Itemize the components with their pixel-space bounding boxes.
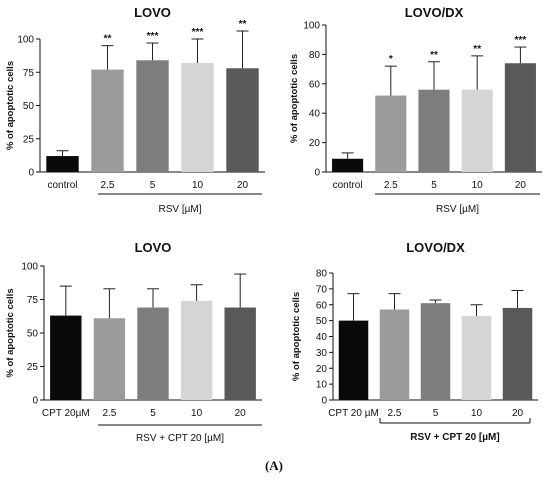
y-tick-label: 0 [321, 396, 327, 407]
significance-label: ** [430, 50, 438, 61]
y-tick-label: 0 [32, 396, 38, 407]
y-axis-label: % of apoptotic cells [5, 61, 16, 150]
y-tick-label: 80 [316, 269, 328, 280]
chart-title: LOVO [135, 240, 172, 255]
significance-label: ** [104, 34, 112, 45]
chart-lovodx-rsv-cpt: LOVO/DX % of apoptotic cells 0 10 20 30 40 50 60… [291, 240, 538, 443]
y-tick-label: 40 [309, 109, 321, 120]
y-axis-label: % of apoptotic cells [291, 292, 302, 381]
y-tick-label: 20 [316, 364, 328, 375]
chart-title: LOVO/DX [405, 5, 464, 20]
bar [502, 307, 533, 400]
y-tick-label: 70 [316, 284, 328, 295]
x-tick-label: control [47, 180, 77, 191]
chart-lovo-rsv-cpt: LOVO % of apoptotic cells 0 25 50 75 100 CPT 20… [5, 240, 262, 444]
group-label: RSV [µM] [436, 204, 479, 215]
x-tick-label: 5 [433, 408, 439, 419]
significance-label: * [389, 54, 393, 65]
figure-caption: (A) [265, 458, 283, 473]
y-axis-label: % of apoptotic cells [5, 288, 16, 377]
significance-label: *** [515, 35, 527, 46]
x-tick-label: 20 [235, 408, 247, 419]
group-label: RSV [µM] [159, 204, 202, 215]
bar [418, 89, 450, 172]
chart-lovo-rsv: LOVO % of apoptotic cells 0 25 50 75 100 contro… [5, 5, 265, 215]
bar [181, 62, 214, 172]
x-tick-label: 5 [150, 408, 156, 419]
y-tick-label: 100 [17, 35, 34, 46]
x-tick-label: 20 [515, 180, 527, 191]
bar [226, 68, 259, 172]
x-tick-label: 2.5 [388, 408, 402, 419]
bar [504, 63, 536, 172]
bar [137, 307, 169, 400]
y-tick-label: 30 [316, 348, 328, 359]
y-tick-label: 100 [303, 21, 320, 32]
y-tick-label: 50 [27, 329, 39, 340]
x-tick-label: 10 [192, 180, 204, 191]
group-label: RSV + CPT 20 [µM] [136, 433, 224, 444]
bar [136, 60, 169, 172]
y-tick-label: 0 [28, 168, 34, 179]
y-tick-label: 100 [21, 262, 38, 273]
y-tick-label: 10 [316, 380, 328, 391]
y-tick-label: 80 [309, 50, 321, 61]
y-tick-label: 75 [23, 68, 35, 79]
y-tick-label: 25 [23, 134, 35, 145]
x-tick-label: CPT 20µM [42, 408, 90, 419]
bar [224, 307, 256, 400]
y-tick-label: 50 [316, 316, 328, 327]
x-tick-label: 10 [472, 180, 484, 191]
bar [375, 95, 407, 172]
bar [93, 318, 126, 400]
x-tick-label: 20 [237, 180, 249, 191]
y-tick-label: 60 [309, 79, 321, 90]
x-tick-label: 2.5 [101, 180, 115, 191]
bar [180, 300, 213, 400]
x-tick-label: 20 [512, 408, 524, 419]
x-tick-label: 5 [431, 180, 437, 191]
y-axis-label: % of apoptotic cells [289, 54, 300, 143]
group-label: RSV + CPT 20 [µM] [410, 432, 499, 443]
x-tick-label: 10 [191, 408, 203, 419]
bar [91, 69, 124, 172]
significance-label: ** [239, 19, 247, 30]
bar [420, 303, 451, 400]
significance-label: ** [473, 44, 481, 55]
y-tick-label: 0 [314, 168, 320, 179]
x-tick-label: 2.5 [102, 408, 116, 419]
significance-label: *** [147, 31, 159, 42]
y-tick-label: 20 [309, 138, 321, 149]
x-tick-label: 5 [150, 180, 156, 191]
significance-label: *** [192, 27, 204, 38]
x-tick-label: CPT 20 µM [328, 408, 379, 419]
chart-title: LOVO [134, 5, 171, 20]
chart-title: LOVO/DX [406, 240, 465, 255]
bar [50, 315, 82, 400]
y-tick-label: 60 [316, 300, 328, 311]
bar [461, 315, 492, 400]
bar [461, 89, 493, 172]
chart-lovodx-rsv: LOVO/DX % of apoptotic cells 0 20 40 60 80 100 c… [289, 5, 542, 215]
bar [332, 158, 364, 172]
y-tick-label: 25 [27, 362, 39, 373]
bar [46, 156, 79, 172]
bar [338, 320, 369, 400]
y-tick-label: 50 [23, 101, 35, 112]
y-tick-label: 40 [316, 332, 328, 343]
x-tick-label: control [333, 180, 363, 191]
x-tick-label: 2.5 [384, 180, 398, 191]
y-tick-label: 75 [27, 295, 39, 306]
bar [379, 309, 410, 400]
x-tick-label: 10 [471, 408, 483, 419]
